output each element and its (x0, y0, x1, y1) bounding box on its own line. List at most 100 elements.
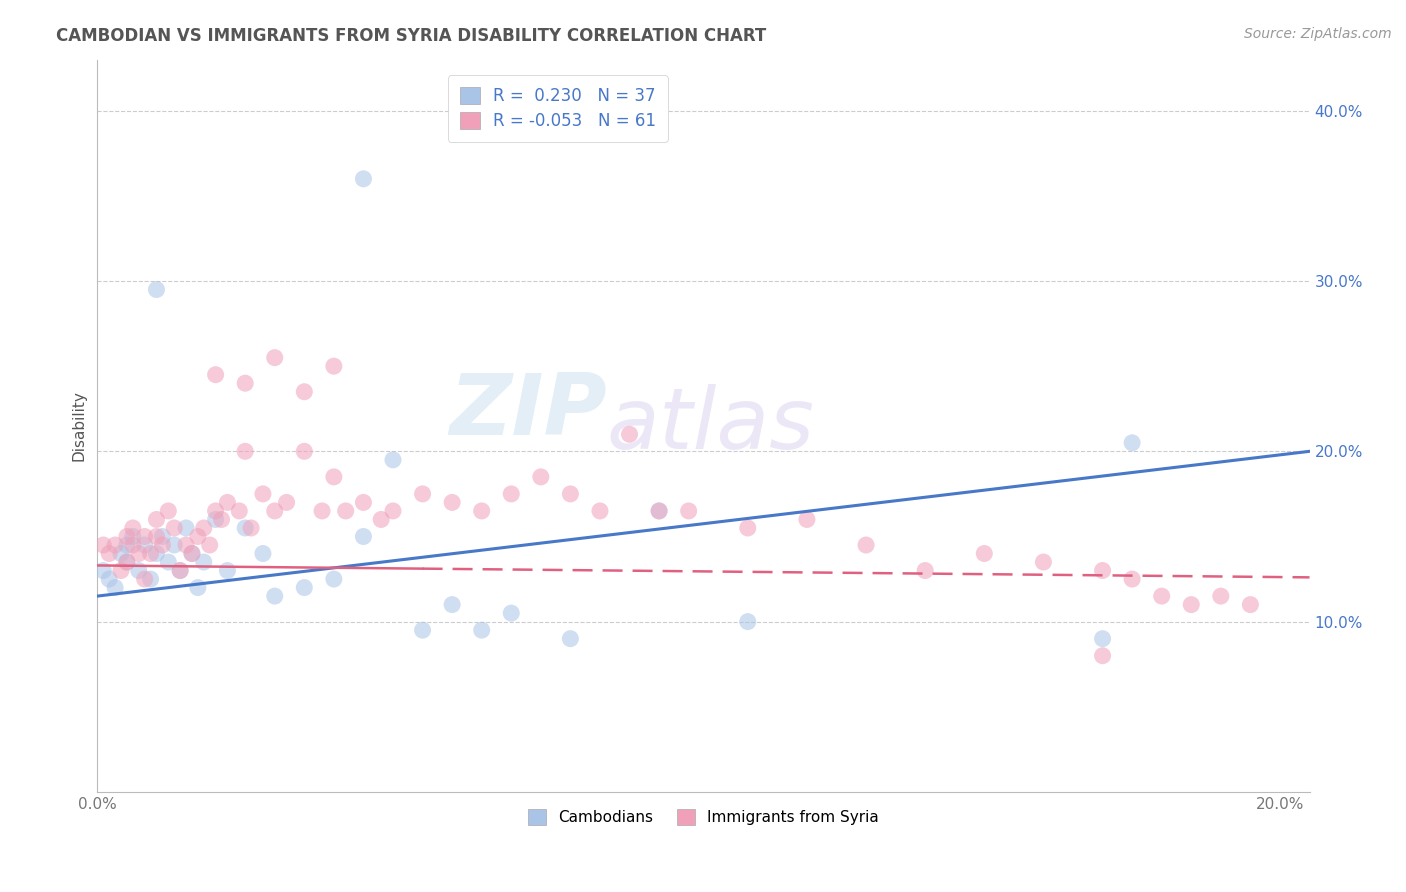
Point (648, 504, 671, 518)
Point (204, 504, 226, 518)
Point (91, 538, 114, 552)
Point (134, 529, 156, 543)
Point (1150, 589, 1173, 603)
Point (134, 538, 156, 552)
Point (648, 504, 671, 518)
Point (335, 504, 357, 518)
Point (619, 427, 641, 442)
Point (228, 504, 250, 518)
Point (163, 521, 186, 535)
Point (1209, 589, 1232, 603)
Point (292, 384, 315, 399)
Point (204, 512, 226, 526)
Point (145, 547, 167, 561)
Point (382, 504, 405, 518)
Text: ZIP: ZIP (449, 369, 606, 452)
Point (276, 495, 298, 509)
Point (560, 632, 582, 646)
Point (139, 547, 162, 561)
Point (181, 547, 204, 561)
Point (233, 376, 256, 391)
Point (737, 615, 759, 629)
Point (163, 538, 186, 552)
Point (292, 581, 315, 595)
Point (412, 623, 434, 637)
Point (157, 504, 180, 518)
Point (530, 470, 553, 484)
Point (441, 495, 464, 509)
Point (145, 529, 167, 543)
Point (152, 538, 174, 552)
Point (91, 564, 114, 578)
Point (1091, 564, 1114, 578)
Point (1091, 632, 1114, 646)
Point (169, 564, 191, 578)
Point (121, 529, 143, 543)
Point (115, 538, 138, 552)
Point (501, 487, 523, 501)
Point (211, 512, 233, 526)
Point (198, 538, 221, 552)
Point (855, 538, 877, 552)
Point (134, 572, 156, 586)
Point (412, 487, 434, 501)
Point (1121, 435, 1143, 450)
Point (292, 444, 315, 458)
Point (322, 359, 344, 374)
Point (217, 564, 239, 578)
Point (115, 529, 138, 543)
Point (128, 564, 150, 578)
Y-axis label: Disability: Disability (72, 391, 86, 461)
Point (157, 555, 180, 569)
Point (322, 470, 344, 484)
Point (678, 504, 700, 518)
Point (311, 504, 333, 518)
Point (973, 547, 995, 561)
Point (263, 589, 285, 603)
Point (471, 504, 494, 518)
Point (98, 572, 121, 586)
Point (121, 521, 143, 535)
Point (233, 444, 256, 458)
Point (174, 538, 197, 552)
Point (441, 598, 464, 612)
Point (193, 521, 215, 535)
Point (1239, 598, 1261, 612)
Text: Source: ZipAtlas.com: Source: ZipAtlas.com (1244, 27, 1392, 41)
Point (370, 512, 392, 526)
Point (145, 283, 167, 297)
Text: CAMBODIAN VS IMMIGRANTS FROM SYRIA DISABILITY CORRELATION CHART: CAMBODIAN VS IMMIGRANTS FROM SYRIA DISAB… (56, 27, 766, 45)
Point (187, 529, 209, 543)
Point (187, 581, 209, 595)
Point (128, 547, 150, 561)
Point (169, 564, 191, 578)
Point (174, 521, 197, 535)
Point (204, 368, 226, 382)
Point (193, 555, 215, 569)
Point (115, 555, 138, 569)
Point (914, 564, 936, 578)
Point (560, 487, 582, 501)
Point (1180, 598, 1202, 612)
Point (501, 606, 523, 620)
Point (139, 572, 162, 586)
Point (233, 521, 256, 535)
Point (737, 521, 759, 535)
Point (352, 495, 374, 509)
Point (104, 538, 127, 552)
Point (589, 504, 612, 518)
Point (121, 538, 143, 552)
Point (1091, 648, 1114, 663)
Point (115, 555, 138, 569)
Point (322, 572, 344, 586)
Point (1121, 572, 1143, 586)
Text: atlas: atlas (606, 384, 814, 467)
Point (104, 581, 127, 595)
Point (796, 512, 818, 526)
Point (252, 547, 274, 561)
Point (263, 504, 285, 518)
Point (1032, 555, 1054, 569)
Point (98, 547, 121, 561)
Point (217, 495, 239, 509)
Point (252, 487, 274, 501)
